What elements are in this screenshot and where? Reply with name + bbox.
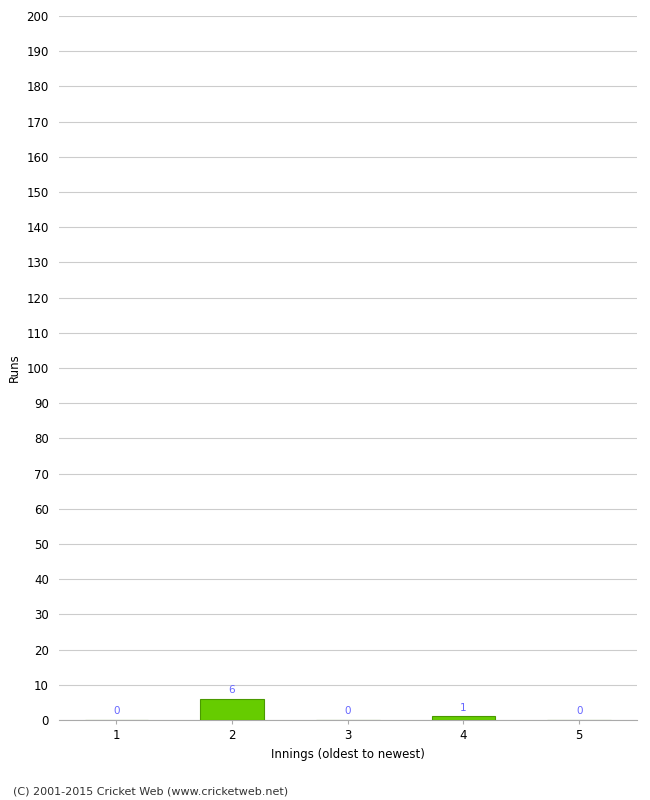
X-axis label: Innings (oldest to newest): Innings (oldest to newest)	[271, 747, 424, 761]
Text: 0: 0	[576, 706, 582, 717]
Bar	[432, 717, 495, 720]
Text: 0: 0	[113, 706, 120, 717]
Text: 0: 0	[344, 706, 351, 717]
Bar	[200, 699, 264, 720]
Y-axis label: Runs: Runs	[8, 354, 21, 382]
Text: 6: 6	[229, 686, 235, 695]
Text: 1: 1	[460, 703, 467, 713]
Text: (C) 2001-2015 Cricket Web (www.cricketweb.net): (C) 2001-2015 Cricket Web (www.cricketwe…	[13, 786, 288, 796]
